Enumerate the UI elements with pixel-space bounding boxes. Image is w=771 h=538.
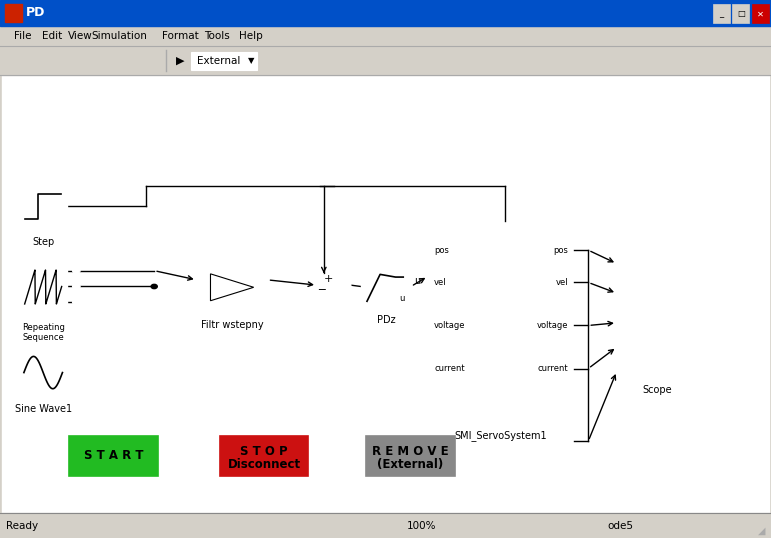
Bar: [603, 515, 739, 536]
Bar: [626, 258, 689, 360]
Bar: [25, 52, 39, 69]
Bar: [495, 515, 600, 536]
Text: 100%: 100%: [407, 521, 436, 530]
Bar: [19, 258, 67, 315]
Text: SMI_ServoSystem1: SMI_ServoSystem1: [455, 430, 547, 441]
Bar: [2, 75, 769, 513]
Text: current: current: [434, 364, 465, 373]
Bar: [204, 271, 260, 304]
Bar: [55, 52, 69, 69]
Bar: [19, 183, 67, 229]
Bar: [153, 52, 167, 69]
Bar: [266, 52, 280, 69]
Bar: [0, 513, 771, 538]
Text: u: u: [414, 276, 420, 286]
Bar: [170, 180, 628, 449]
Bar: [69, 436, 158, 476]
Text: Filtr wstepny: Filtr wstepny: [200, 320, 264, 330]
Text: S T O P: S T O P: [241, 444, 288, 458]
Text: +: +: [324, 274, 333, 284]
Text: External: External: [197, 55, 241, 66]
Bar: [197, 263, 268, 312]
Bar: [0, 46, 771, 75]
Text: ▼: ▼: [247, 56, 254, 65]
Text: PDz: PDz: [376, 315, 396, 325]
Text: PD: PD: [26, 6, 45, 19]
Text: pos: pos: [554, 246, 568, 254]
Text: pos: pos: [434, 246, 449, 254]
Polygon shape: [210, 274, 254, 301]
Text: Disconnect: Disconnect: [227, 458, 301, 471]
Bar: [136, 52, 150, 69]
Bar: [402, 515, 492, 536]
Text: ✕: ✕: [756, 10, 764, 18]
Text: View: View: [68, 31, 93, 41]
Text: Scope: Scope: [642, 385, 672, 395]
Text: Edit: Edit: [42, 31, 62, 41]
Bar: [366, 436, 455, 476]
Text: (External): (External): [378, 458, 443, 471]
Text: vel: vel: [556, 278, 568, 287]
Text: S T A R T: S T A R T: [84, 449, 143, 463]
Bar: [9, 52, 23, 69]
Bar: [713, 4, 730, 23]
Text: _: _: [719, 10, 724, 18]
Text: current: current: [537, 364, 568, 373]
Circle shape: [72, 268, 80, 273]
Bar: [5, 4, 22, 22]
Bar: [295, 52, 309, 69]
Text: Ready: Ready: [6, 521, 39, 530]
Bar: [313, 52, 327, 69]
Text: Sine Wave1: Sine Wave1: [15, 404, 72, 414]
Text: Tools: Tools: [204, 31, 230, 41]
Text: Repeating
Sequence: Repeating Sequence: [22, 323, 65, 342]
Circle shape: [72, 300, 80, 305]
Bar: [191, 52, 257, 70]
Text: voltage: voltage: [537, 321, 568, 330]
Bar: [281, 52, 295, 69]
Text: R E M O V E: R E M O V E: [372, 444, 449, 458]
Bar: [0, 0, 771, 26]
Bar: [373, 52, 387, 69]
Bar: [617, 245, 698, 374]
Text: Step: Step: [32, 237, 54, 247]
Text: Help: Help: [239, 31, 263, 41]
Bar: [0, 26, 771, 46]
Text: Simulation: Simulation: [91, 31, 146, 41]
Text: Format: Format: [162, 31, 199, 41]
Text: □: □: [737, 10, 745, 18]
Bar: [90, 52, 104, 69]
Text: File: File: [14, 31, 32, 41]
Bar: [328, 52, 342, 69]
Text: u: u: [399, 294, 404, 303]
Bar: [361, 266, 411, 307]
Text: ▶: ▶: [176, 55, 184, 66]
Bar: [732, 4, 749, 23]
Bar: [342, 52, 356, 69]
Bar: [359, 52, 372, 69]
Bar: [40, 52, 54, 69]
Text: ◢: ◢: [758, 526, 766, 536]
Bar: [122, 52, 136, 69]
Text: voltage: voltage: [434, 321, 466, 330]
Text: ─: ─: [318, 284, 325, 294]
Bar: [105, 52, 119, 69]
Bar: [2, 515, 399, 536]
Bar: [432, 223, 571, 417]
Bar: [428, 221, 574, 420]
Text: ode5: ode5: [608, 521, 634, 530]
Bar: [19, 350, 67, 395]
Bar: [76, 52, 89, 69]
Bar: [220, 436, 308, 476]
Circle shape: [151, 285, 157, 288]
Circle shape: [317, 273, 351, 297]
Circle shape: [72, 284, 80, 289]
Bar: [389, 52, 403, 69]
Bar: [752, 4, 769, 23]
Text: vel: vel: [434, 278, 446, 287]
